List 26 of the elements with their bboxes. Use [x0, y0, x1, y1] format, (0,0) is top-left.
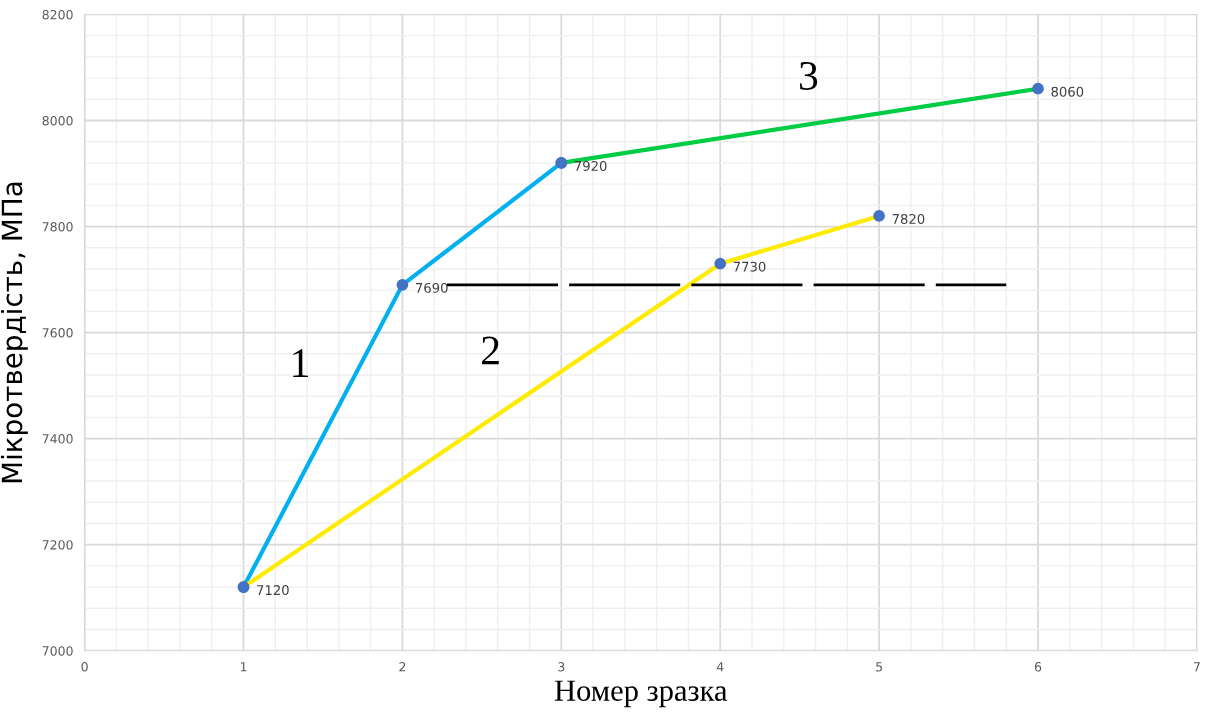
y-tick-label: 7000	[42, 646, 73, 656]
x-tick-label: 6	[1034, 662, 1042, 672]
y-tick-label: 7200	[42, 540, 73, 550]
y-tick-label: 7400	[42, 434, 73, 444]
x-tick-label: 0	[81, 662, 88, 672]
series-label: 1	[293, 349, 308, 377]
x-tick-label: 5	[876, 662, 882, 672]
x-tick-label: 4	[716, 662, 724, 672]
y-tick-label: 8000	[42, 115, 73, 126]
data-label: 7730	[733, 261, 766, 272]
x-tick-label: 7	[1193, 662, 1200, 672]
data-label: 7820	[892, 213, 925, 224]
y-tick-label: 8200	[42, 9, 73, 20]
data-label: 7690	[416, 282, 448, 293]
x-tick-label: 2	[399, 662, 406, 672]
x-axis-title: Номер зразка	[554, 680, 728, 708]
data-label: 8060	[1051, 86, 1084, 97]
data-label: 7120	[257, 585, 289, 596]
series-label: 3	[800, 61, 818, 90]
data-label: 7920	[574, 160, 607, 171]
y-tick-label: 7800	[42, 222, 73, 232]
series-label: 2	[482, 336, 499, 365]
x-tick-label: 1	[240, 662, 247, 672]
x-tick-label: 3	[558, 662, 565, 672]
y-axis-title: Мікротвердість, МПа	[0, 182, 28, 483]
y-tick-label: 7600	[42, 328, 73, 338]
